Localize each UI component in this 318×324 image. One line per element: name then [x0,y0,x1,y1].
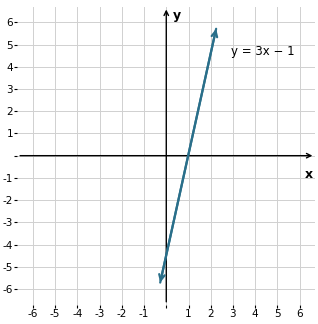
Text: y = 3x − 1: y = 3x − 1 [231,45,294,58]
Text: x: x [305,168,313,181]
Text: y: y [173,9,181,22]
